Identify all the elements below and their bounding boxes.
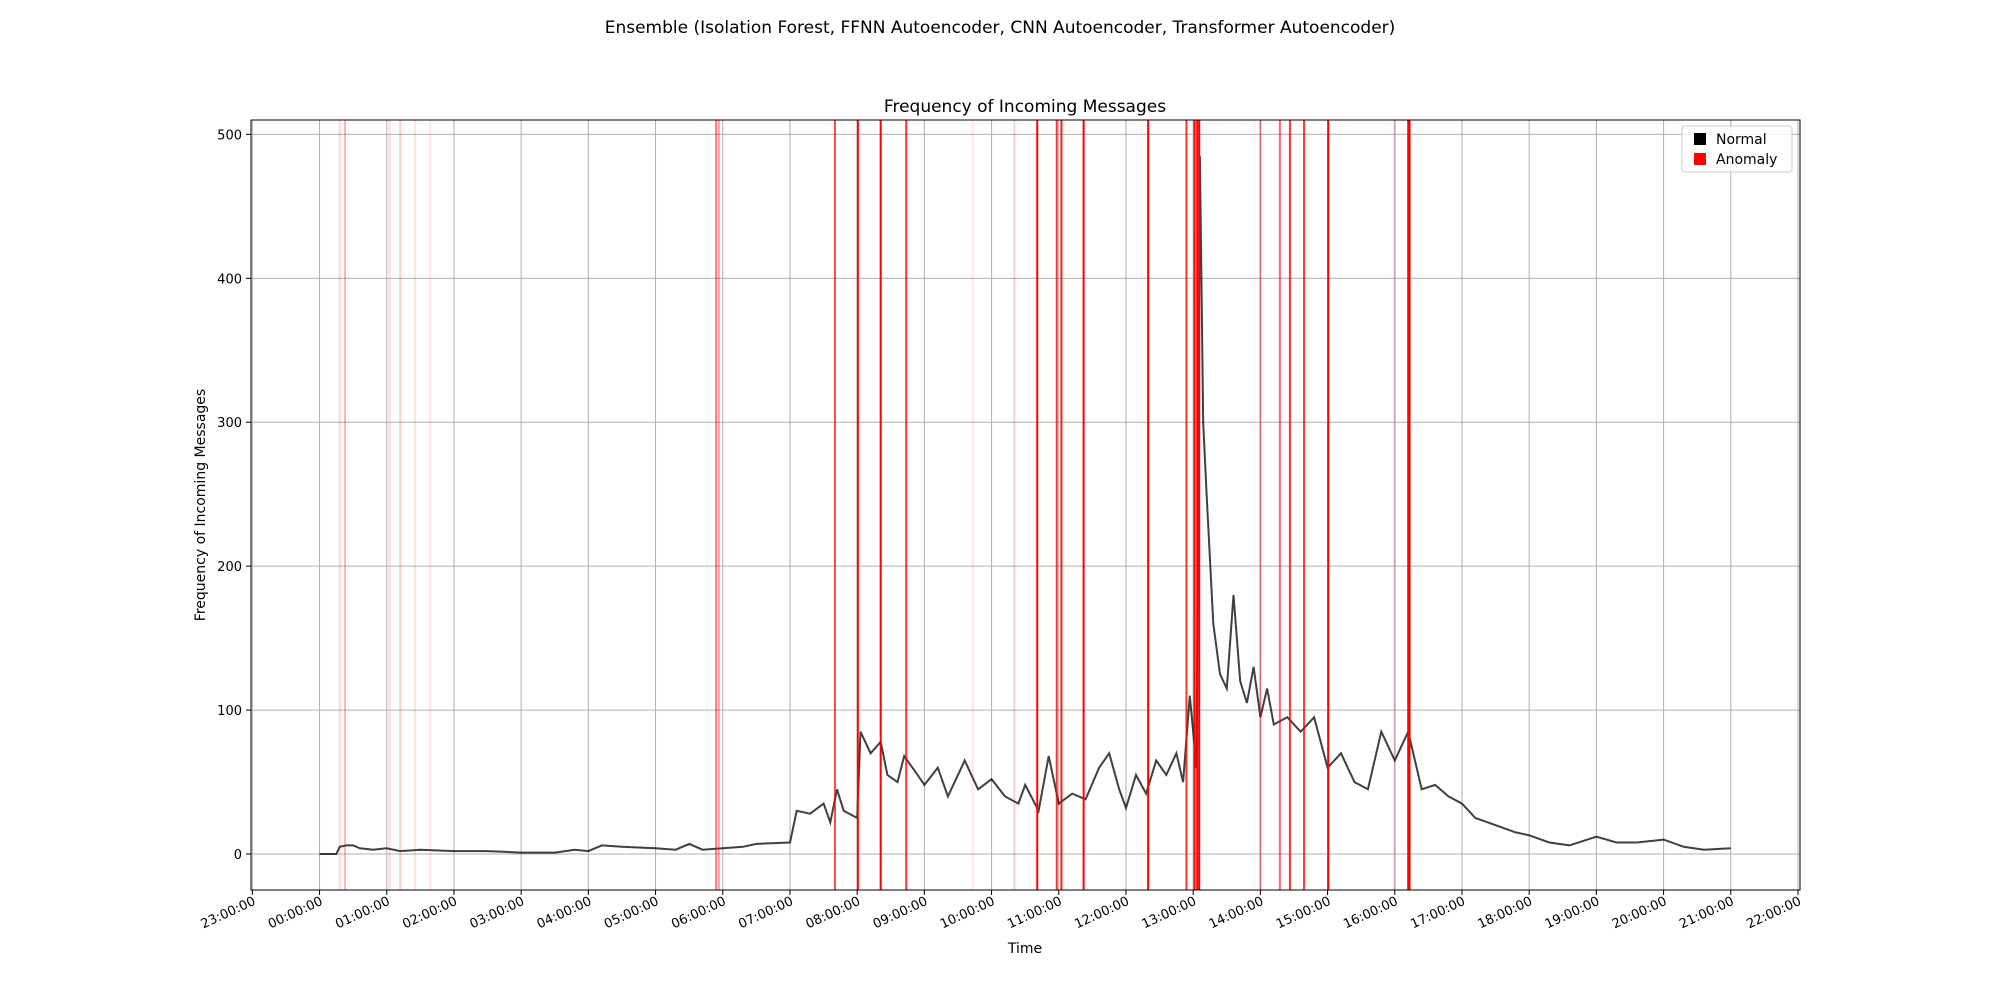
legend-box <box>1681 125 1793 173</box>
x-tick-label: 06:00:00 <box>669 894 728 932</box>
legend-marker <box>1694 133 1706 145</box>
x-tick-label: 05:00:00 <box>602 894 661 932</box>
x-tick-label: 08:00:00 <box>804 894 863 932</box>
x-tick-label: 14:00:00 <box>1207 894 1266 932</box>
x-tick-label: 22:00:00 <box>1744 894 1803 932</box>
x-tick-label: 12:00:00 <box>1072 894 1131 932</box>
series-line <box>319 155 1731 855</box>
chart-title: Frequency of Incoming Messages <box>884 97 1166 117</box>
legend-label: Anomaly <box>1716 152 1777 168</box>
x-tick-label: 11:00:00 <box>1005 894 1064 932</box>
x-tick-label: 02:00:00 <box>400 894 459 932</box>
y-tick-label: 100 <box>217 704 242 719</box>
x-tick-label: 07:00:00 <box>736 894 795 932</box>
x-tick-label: 23:00:00 <box>199 894 258 932</box>
plot-frame <box>250 119 1801 891</box>
suptitle: Ensemble (Isolation Forest, FFNN Autoenc… <box>605 18 1396 38</box>
x-tick-label: 13:00:00 <box>1140 894 1199 932</box>
y-tick-label: 200 <box>217 560 242 575</box>
x-tick-label: 18:00:00 <box>1476 894 1535 932</box>
x-axis-label: Time <box>1007 941 1042 957</box>
x-tick-label: 03:00:00 <box>468 894 527 932</box>
legend-label: Normal <box>1716 132 1767 148</box>
x-tick-label: 19:00:00 <box>1543 894 1602 932</box>
x-tick-label: 21:00:00 <box>1677 894 1736 932</box>
y-tick-label: 0 <box>234 848 242 863</box>
y-tick-label: 400 <box>217 272 242 287</box>
x-tick-label: 15:00:00 <box>1274 894 1333 932</box>
x-tick-label: 17:00:00 <box>1408 894 1467 932</box>
x-tick-label: 04:00:00 <box>535 894 594 932</box>
legend: Normal Anomaly <box>1681 125 1793 173</box>
y-tick-label: 300 <box>217 416 242 431</box>
y-tick-label: 500 <box>217 128 242 143</box>
x-tick-label: 16:00:00 <box>1341 894 1400 932</box>
y-axis-label: Frequency of Incoming Messages <box>193 389 209 621</box>
x-tick-label: 20:00:00 <box>1610 894 1669 932</box>
x-tick-label: 01:00:00 <box>333 894 392 932</box>
x-tick-label: 09:00:00 <box>871 894 930 932</box>
x-tick-label: 10:00:00 <box>938 894 997 932</box>
x-tick-label: 00:00:00 <box>266 894 325 932</box>
legend-marker <box>1694 153 1706 165</box>
